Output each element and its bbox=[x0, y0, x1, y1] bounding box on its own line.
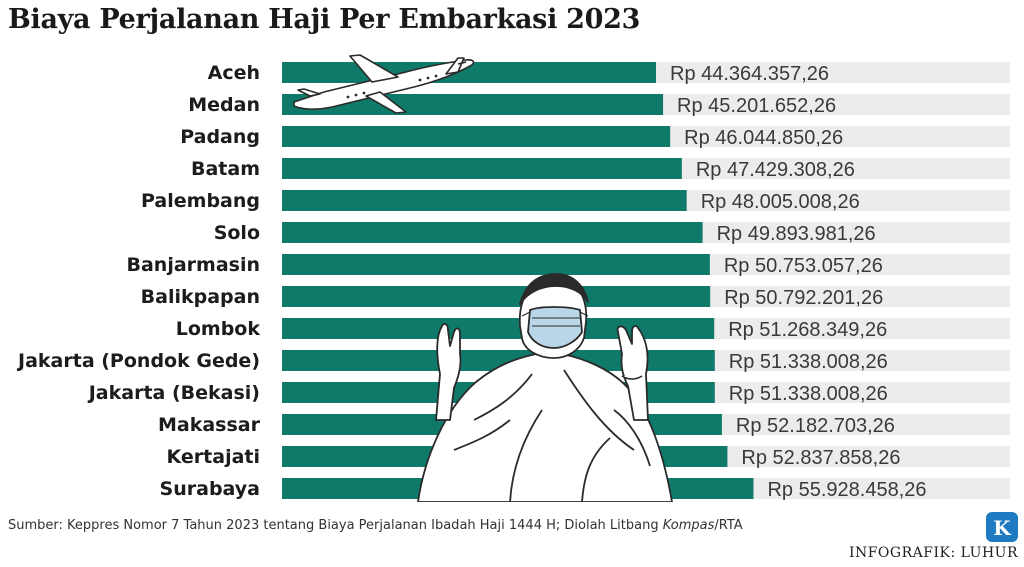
category-label: Kertajati bbox=[167, 446, 260, 468]
bar-batam bbox=[282, 158, 682, 179]
value-label: Rp 50.753.057,26 bbox=[724, 255, 883, 277]
category-label: Makassar bbox=[158, 414, 261, 436]
category-label: Palembang bbox=[141, 190, 260, 212]
value-label: Rp 44.364.357,26 bbox=[670, 63, 829, 85]
value-label: Rp 55.928.458,26 bbox=[767, 479, 926, 501]
category-label: Jakarta (Pondok Gede) bbox=[16, 350, 260, 372]
category-label: Batam bbox=[191, 158, 260, 180]
category-label: Jakarta (Bekasi) bbox=[87, 382, 260, 404]
airplane-icon bbox=[293, 54, 475, 114]
pilgrim-praying-illustration bbox=[417, 273, 673, 502]
logo-letter: K bbox=[993, 516, 1011, 540]
value-label: Rp 51.338.008,26 bbox=[729, 383, 888, 405]
bar-lombok bbox=[282, 318, 715, 339]
value-label: Rp 46.044.850,26 bbox=[684, 127, 843, 149]
bar-solo bbox=[282, 222, 703, 243]
value-label: Rp 50.792.201,26 bbox=[724, 287, 883, 309]
category-label: Banjarmasin bbox=[126, 254, 260, 276]
credit-line: INFOGRAFIK: LUHUR bbox=[848, 545, 1018, 561]
value-label: Rp 51.268.349,26 bbox=[728, 319, 887, 341]
bar-jakarta-pondok-gede bbox=[282, 350, 715, 371]
bar-palembang bbox=[282, 190, 687, 211]
bar-balikpapan bbox=[282, 286, 711, 307]
category-label: Solo bbox=[214, 222, 260, 244]
category-label: Padang bbox=[180, 126, 260, 148]
chart-title: Biaya Perjalanan Haji Per Embarkasi 2023 bbox=[8, 4, 641, 35]
category-label: Medan bbox=[188, 94, 260, 116]
value-label: Rp 52.837.858,26 bbox=[741, 447, 900, 469]
value-label: Rp 52.182.703,26 bbox=[736, 415, 895, 437]
bar-banjarmasin bbox=[282, 254, 710, 275]
category-label: Surabaya bbox=[160, 478, 260, 500]
value-label: Rp 47.429.308,26 bbox=[696, 159, 855, 181]
kompas-logo: K bbox=[986, 512, 1018, 542]
bar-padang bbox=[282, 126, 671, 147]
value-label: Rp 48.005.008,26 bbox=[701, 191, 860, 213]
value-label: Rp 49.893.981,26 bbox=[717, 223, 876, 245]
category-label: Aceh bbox=[208, 62, 260, 84]
value-label: Rp 51.338.008,26 bbox=[729, 351, 888, 373]
category-label: Balikpapan bbox=[141, 286, 260, 308]
value-label: Rp 45.201.652,26 bbox=[677, 95, 836, 117]
category-label: Lombok bbox=[176, 318, 261, 340]
source-note: Sumber: Keppres Nomor 7 Tahun 2023 tenta… bbox=[8, 518, 743, 533]
